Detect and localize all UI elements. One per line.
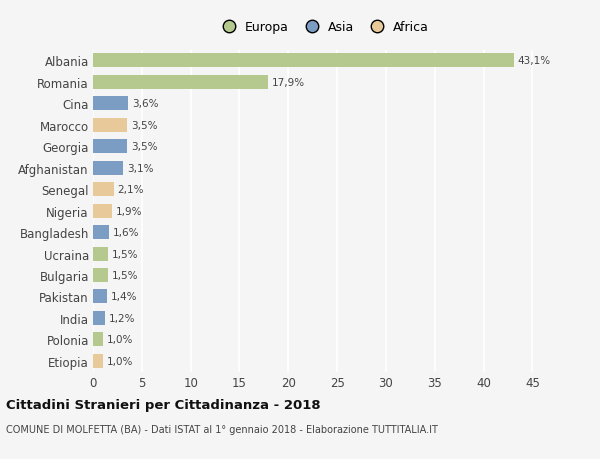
Bar [93,269,107,282]
Bar [93,183,113,196]
Text: 3,1%: 3,1% [127,163,154,174]
Text: 2,1%: 2,1% [118,185,144,195]
Text: 43,1%: 43,1% [518,56,551,66]
Bar [93,225,109,240]
Bar [93,247,107,261]
Text: 1,0%: 1,0% [107,356,133,366]
Legend: Europa, Asia, Africa: Europa, Asia, Africa [217,22,428,34]
Text: 1,6%: 1,6% [113,228,139,238]
Bar [93,354,103,368]
Text: 1,9%: 1,9% [115,206,142,216]
Text: 1,4%: 1,4% [110,292,137,302]
Bar [93,161,123,175]
Text: 3,5%: 3,5% [131,142,158,152]
Text: 1,5%: 1,5% [112,249,138,259]
Text: 1,5%: 1,5% [112,270,138,280]
Text: Cittadini Stranieri per Cittadinanza - 2018: Cittadini Stranieri per Cittadinanza - 2… [6,398,320,411]
Text: COMUNE DI MOLFETTA (BA) - Dati ISTAT al 1° gennaio 2018 - Elaborazione TUTTITALI: COMUNE DI MOLFETTA (BA) - Dati ISTAT al … [6,424,438,434]
Text: 1,0%: 1,0% [107,335,133,345]
Text: 1,2%: 1,2% [109,313,135,323]
Bar [93,97,128,111]
Bar [93,311,105,325]
Text: 17,9%: 17,9% [272,78,305,88]
Bar [93,140,127,154]
Bar [93,333,103,347]
Bar [93,76,268,90]
Text: 3,6%: 3,6% [132,99,158,109]
Bar [93,290,107,304]
Bar [93,54,514,68]
Bar [93,204,112,218]
Text: 3,5%: 3,5% [131,120,158,130]
Bar [93,118,127,132]
